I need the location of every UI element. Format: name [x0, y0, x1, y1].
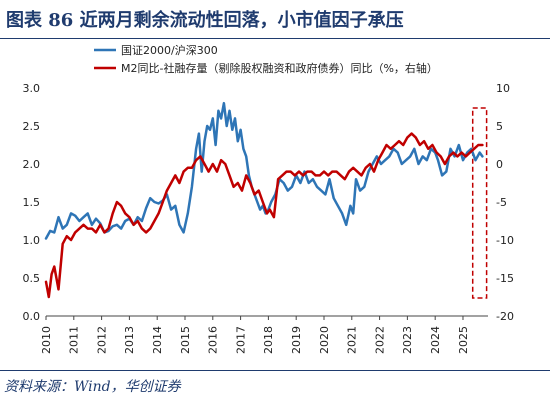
y-left-tick-label: 0.0	[23, 310, 41, 323]
x-tick-label: 2019	[290, 326, 303, 354]
chart-title: 图表 86 近两月剩余流动性回落，小市值因子承压	[6, 10, 404, 31]
y-left-tick-label: 2.5	[23, 120, 41, 133]
highlight-layer	[471, 107, 488, 299]
y-right-tick-label: 0	[496, 158, 503, 171]
y-right-tick-label: -5	[496, 196, 507, 209]
x-tick-label: 2017	[234, 326, 247, 354]
x-tick-label: 2023	[401, 326, 414, 354]
highlight-box	[471, 107, 488, 299]
chart-legend: 国证2000/沪深300 M2同比-社融存量（剔除股权融资和政府债券）同比（%，右…	[94, 43, 438, 75]
x-tick-label: 2025	[457, 326, 470, 354]
title-bar: 图表 86 近两月剩余流动性回落，小市值因子承压	[0, 0, 550, 38]
y-left-tick-label: 1.0	[23, 234, 41, 247]
y-left-tick-label: 1.5	[23, 196, 41, 209]
x-tick-label: 2021	[346, 326, 359, 354]
x-tick-label: 2012	[95, 326, 108, 354]
x-tick-label: 2014	[151, 326, 164, 354]
x-tick-label: 2010	[40, 326, 53, 354]
y-right-tick-label: -10	[496, 234, 514, 247]
series-line-m2	[44, 132, 484, 299]
chart-axes: 0.0 0.5 1.0 1.5 2.0 2.5 3.0 -20 -15 -10 -5 0 5 10 2010…	[23, 82, 514, 354]
x-tick-label: 2022	[373, 326, 386, 354]
y-left-tick-label: 3.0	[23, 82, 41, 95]
y-right-tick-label: -15	[496, 272, 514, 285]
y-right-tick-label: 10	[496, 82, 510, 95]
title-divider	[0, 38, 550, 39]
x-tick-label: 2011	[68, 326, 81, 354]
legend-label: 国证2000/沪深300	[121, 43, 218, 57]
series-line-ratio	[44, 101, 484, 240]
y-right-tick-label: 5	[496, 120, 503, 133]
chart: 0.0 0.5 1.0 1.5 2.0 2.5 3.0 -20 -15 -10 -5 0 5 10 2010…	[23, 43, 514, 354]
y-left-tick-label: 0.5	[23, 272, 41, 285]
x-tick-label: 2020	[318, 326, 331, 354]
y-right-tick-label: -20	[496, 310, 514, 323]
x-tick-label: 2016	[207, 326, 220, 354]
x-tick-label: 2018	[262, 326, 275, 354]
x-tick-label: 2024	[429, 326, 442, 354]
source-note: 资料来源：Wind，华创证券	[4, 379, 181, 395]
x-tick-label: 2015	[179, 326, 192, 354]
source-divider	[0, 370, 550, 371]
legend-label: M2同比-社融存量（剔除股权融资和政府债券）同比（%，右轴）	[121, 61, 438, 75]
y-left-tick-label: 2.0	[23, 158, 41, 171]
x-tick-label: 2013	[123, 326, 136, 354]
series-layer	[44, 101, 484, 299]
